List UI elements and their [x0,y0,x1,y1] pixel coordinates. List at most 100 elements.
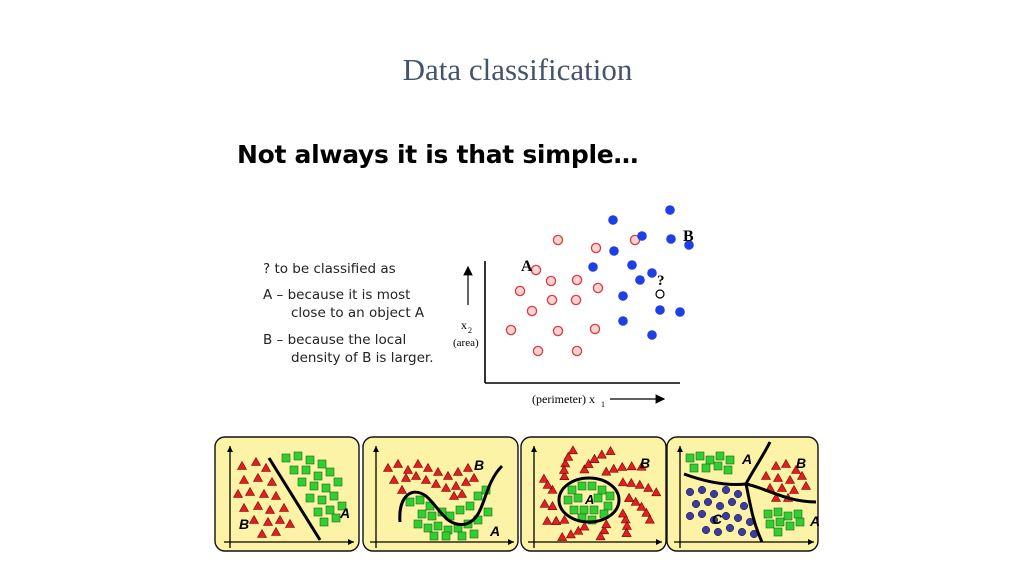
square-marker [321,483,331,493]
triangle-marker [563,451,574,461]
triangle-marker [624,492,635,502]
triangle-marker [589,453,600,463]
y-axis-unit: (area) [453,337,479,349]
panel-triangles [382,458,480,500]
class-a-point [505,324,517,336]
square-marker [293,451,303,461]
triangle-marker [796,470,808,480]
triangle-marker [617,477,628,487]
square-marker [567,485,577,495]
triangle-marker [244,486,256,496]
class-a-point [530,264,542,276]
triangle-marker [559,514,570,524]
triangle-marker [788,484,800,494]
square-marker [333,477,343,487]
square-marker [725,455,735,465]
decision-boundary [398,464,504,526]
triangle-marker [559,471,570,480]
square-marker [413,519,423,529]
class-b-point [675,307,685,317]
square-marker [305,493,315,503]
square-marker [701,463,711,473]
triangle-marker [547,484,558,494]
triangle-marker [262,516,274,526]
y-axis-subscript: 2 [468,326,472,335]
triangle-marker [772,472,784,482]
triangle-marker [776,482,788,492]
triangle-marker [800,480,812,490]
triangle-marker [382,462,394,472]
class-b-point [588,262,598,272]
x-axis-subscript: 1 [601,400,605,409]
triangle-marker [538,473,549,483]
triangle-marker [626,477,637,487]
triangle-marker [770,460,782,470]
square-marker [793,509,803,519]
triangle-marker [252,500,264,510]
triangle-marker [258,488,270,498]
square-marker [457,531,467,541]
triangle-marker [432,466,444,476]
square-marker [325,467,335,477]
circle-marker [713,527,723,537]
triangle-marker [396,484,408,494]
class-b-point [637,231,647,241]
class-b-point [647,330,657,340]
class-b-point [608,215,618,225]
triangle-marker [579,521,590,531]
triangle-marker [460,476,472,486]
square-marker [573,493,583,503]
class-b-point [665,205,675,215]
square-marker [563,495,573,505]
triangle-marker [456,488,468,498]
legend-line-a: A – because it is most [263,287,411,303]
triangle-marker [608,463,619,473]
class-a-point [571,345,583,357]
x-axis-label: (perimeter) x [532,392,595,406]
circle-marker [737,527,747,537]
circle-marker [697,485,707,495]
circle-marker [725,523,735,533]
class-b-point [655,305,665,315]
panel-linear: B A [214,436,360,552]
triangle-marker [790,464,802,474]
square-marker [765,519,775,529]
square-marker [685,453,695,463]
square-marker [589,505,599,515]
class-a-point [570,294,582,306]
triangle-marker [634,479,645,489]
square-marker [603,501,613,511]
triangle-marker [238,474,250,484]
square-marker [417,509,427,519]
square-marker [337,501,347,511]
square-marker [319,517,329,527]
y-axis-label: x [461,318,467,332]
square-marker [325,505,335,515]
square-marker [715,451,725,461]
triangle-marker [278,502,290,512]
legend-line-query: ? to be classified as [263,261,396,277]
panel-closed-boundary: B A [520,436,667,552]
square-marker [795,517,805,527]
class-a-point [571,274,583,286]
square-marker [469,529,479,539]
triangle-marker [601,466,612,476]
triangle-marker [420,474,432,484]
triangle-marker [636,501,647,511]
triangle-marker [551,515,562,525]
triangle-marker [617,461,628,471]
class-a-point [526,305,538,317]
square-marker [473,491,483,501]
triangle-marker [266,476,278,486]
square-marker [587,481,597,491]
triangle-marker [252,472,264,482]
triangle-marker [542,479,553,489]
class-a-point [592,282,604,294]
square-marker [763,509,773,519]
class-b-point [684,240,694,250]
square-marker [455,505,465,515]
decision-boundary [267,457,322,541]
circle-marker [685,511,695,521]
triangle-marker [601,519,612,529]
panel-triangles [232,456,296,538]
